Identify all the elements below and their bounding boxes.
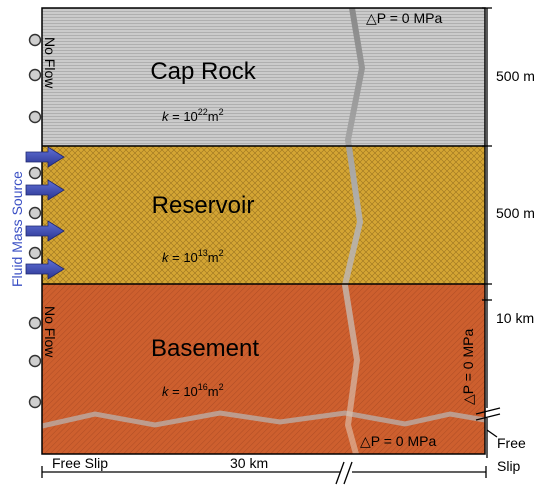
injection-arrow-icon bbox=[25, 179, 65, 201]
roller-support-icon bbox=[28, 395, 42, 409]
basement-permeability: k = 1016m2 bbox=[162, 382, 224, 399]
basement-layer bbox=[42, 284, 485, 454]
roller-support-icon bbox=[28, 316, 42, 330]
cap-rock-permeability: k = 1022m2 bbox=[162, 107, 224, 124]
cap-rock-layer bbox=[42, 8, 485, 146]
right-pressure-label: △P = 0 MPa bbox=[460, 329, 476, 405]
bottom-interface-line bbox=[41, 410, 486, 429]
bottom-free-slip-label: Free Slip bbox=[52, 455, 108, 471]
model-width-label: 30 km bbox=[230, 455, 268, 471]
axis-break-icon bbox=[475, 407, 501, 421]
roller-support-icon bbox=[28, 206, 42, 220]
reservoir-layer bbox=[42, 146, 485, 284]
right-free-slip-line2: Slip bbox=[497, 458, 521, 474]
reservoir-label: Reservoir bbox=[152, 192, 255, 219]
axis-break-icon bbox=[335, 461, 353, 485]
reservoir-thickness: 500 m bbox=[496, 205, 535, 221]
top-pressure-label: △P = 0 MPa bbox=[366, 10, 442, 26]
roller-support-icon bbox=[28, 354, 42, 368]
roller-support-icon bbox=[28, 166, 42, 180]
basement-thickness: 10 km bbox=[496, 310, 534, 326]
basement-label: Basement bbox=[151, 335, 259, 362]
roller-support-icon bbox=[28, 246, 42, 260]
thickness-axis bbox=[482, 7, 498, 458]
roller-support-icon bbox=[28, 110, 42, 124]
injection-arrows bbox=[25, 146, 65, 280]
injection-arrow-icon bbox=[25, 258, 65, 280]
roller-supports bbox=[28, 33, 42, 409]
fault-line bbox=[342, 7, 365, 455]
right-free-slip-line1: Free bbox=[497, 435, 526, 451]
roller-support-icon bbox=[28, 68, 42, 82]
reservoir-permeability: k = 1013m2 bbox=[162, 248, 224, 265]
roller-support-icon bbox=[28, 33, 42, 47]
bottom-pressure-label: △P = 0 MPa bbox=[360, 433, 436, 449]
width-axis bbox=[41, 466, 487, 478]
injection-arrow-icon bbox=[25, 220, 65, 242]
cap-rock-label: Cap Rock bbox=[150, 58, 256, 85]
injection-arrow-icon bbox=[25, 146, 65, 168]
fluid-source-label: Fluid Mass Source bbox=[9, 171, 25, 287]
no-flow-bottom-label: No Flow bbox=[42, 306, 58, 358]
no-flow-top-label: No Flow bbox=[42, 37, 58, 89]
cap-rock-thickness: 500 m bbox=[496, 68, 535, 84]
